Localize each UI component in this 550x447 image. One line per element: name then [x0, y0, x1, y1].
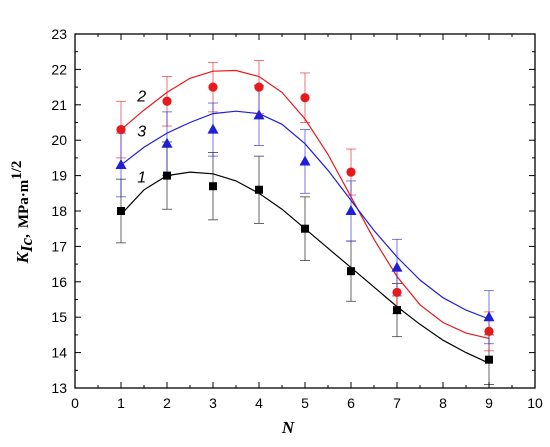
y-tick-label: 16 — [51, 274, 67, 290]
y-axis-title-unit: MPa·m — [16, 179, 32, 228]
marker-series-3 — [345, 205, 357, 215]
y-axis-title-comma: , — [16, 234, 32, 238]
y-tick-label: 15 — [51, 309, 67, 325]
x-tick-label: 2 — [163, 395, 171, 411]
x-tick-label: 6 — [347, 395, 355, 411]
x-tick-label: 3 — [209, 395, 217, 411]
x-tick-label: 8 — [439, 395, 447, 411]
y-tick-label: 17 — [51, 238, 67, 254]
marker-series-1 — [347, 267, 355, 276]
x-tick-label: 1 — [117, 395, 125, 411]
marker-series-3 — [253, 109, 265, 120]
x-tick-label: 5 — [301, 395, 309, 411]
series-label-1: 1 — [137, 170, 146, 187]
marker-series-1 — [255, 185, 263, 194]
marker-series-2 — [392, 287, 402, 298]
y-axis-title-symbol: K — [13, 250, 32, 264]
x-tick-label: 10 — [527, 395, 543, 411]
y-axis-title-exponent: 1/2 — [9, 161, 25, 180]
marker-series-1 — [485, 355, 493, 364]
marker-series-2 — [254, 82, 264, 92]
marker-series-2 — [208, 82, 218, 92]
marker-series-2 — [300, 93, 310, 103]
marker-series-1 — [117, 207, 125, 215]
y-tick-label: 18 — [51, 203, 67, 219]
marker-series-2 — [346, 167, 356, 177]
marker-series-1 — [301, 224, 309, 233]
marker-series-2 — [116, 124, 126, 135]
x-tick-label: 7 — [393, 395, 401, 411]
series-label-2: 2 — [136, 88, 146, 105]
marker-series-1 — [163, 171, 171, 180]
x-axis-title: N — [281, 418, 295, 437]
marker-series-3 — [483, 311, 495, 322]
marker-series-3 — [115, 158, 127, 169]
y-tick-label: 20 — [51, 132, 67, 148]
y-axis-title-subscript: Ic — [17, 237, 36, 253]
series-labels: 1 2 3 — [136, 88, 146, 186]
y-tick-label: 14 — [51, 345, 67, 361]
x-tick-label: 4 — [255, 395, 263, 411]
y-axis-title: KIc, MPa·m1/2 — [9, 161, 36, 265]
y-tick-label: 22 — [51, 61, 67, 77]
marker-series-1 — [209, 182, 217, 191]
marker-series-3 — [207, 123, 219, 134]
marker-series-3 — [299, 155, 311, 166]
x-axis: 0 1 2 3 4 5 6 7 8 9 10 — [71, 34, 543, 411]
marker-series-1 — [393, 306, 401, 315]
series-label-3: 3 — [137, 124, 146, 141]
x-tick-label: 9 — [485, 395, 493, 411]
data-markers — [115, 82, 495, 364]
y-tick-label: 13 — [51, 380, 67, 396]
marker-series-2 — [484, 326, 494, 336]
marker-series-3 — [161, 137, 173, 148]
marker-series-3 — [391, 261, 403, 272]
y-tick-label: 21 — [51, 97, 67, 113]
y-tick-label: 23 — [51, 26, 67, 42]
y-tick-label: 19 — [51, 168, 67, 184]
x-tick-label: 0 — [71, 395, 79, 411]
marker-series-2 — [162, 96, 172, 106]
